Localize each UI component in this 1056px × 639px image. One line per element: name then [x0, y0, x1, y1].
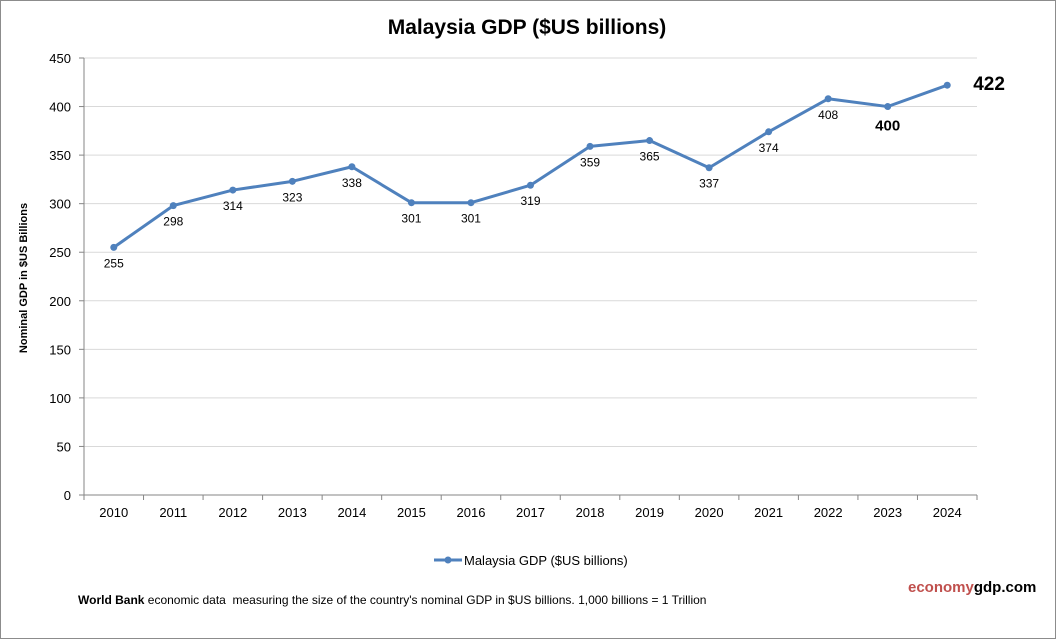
series-malaysia-gdp [110, 81, 951, 251]
data-point-2024 [943, 81, 951, 89]
data-point-2014 [348, 163, 356, 171]
data-point-2012 [229, 186, 237, 194]
x-tick-label-2022: 2022 [814, 505, 843, 520]
data-point-2017 [527, 181, 534, 189]
footer-text: economic data measuring the size of the … [144, 593, 707, 607]
x-tick-label-2023: 2023 [873, 505, 902, 520]
data-label-2017: 319 [520, 194, 540, 208]
y-tick-label-450: 450 [49, 51, 71, 66]
data-label-2021: 374 [759, 141, 779, 155]
x-tick-label-2018: 2018 [576, 505, 605, 520]
footer-source: World Bank [78, 593, 145, 607]
y-tick-label-200: 200 [49, 294, 71, 309]
data-label-2016: 301 [461, 212, 481, 226]
y-tick-label-0: 0 [64, 488, 71, 503]
data-point-2011 [169, 202, 177, 210]
data-label-2014: 338 [342, 176, 362, 190]
x-tick-label-2020: 2020 [695, 505, 724, 520]
x-tick-label-2024: 2024 [933, 505, 962, 520]
legend-entry-label: Malaysia GDP ($US billions) [464, 553, 628, 568]
x-tick-label-2017: 2017 [516, 505, 545, 520]
y-tick-label-400: 400 [49, 100, 71, 115]
data-label-2019: 365 [640, 150, 660, 164]
data-label-2015: 301 [401, 212, 421, 226]
y-axis-label: Nominal GDP in $US Billions [18, 203, 30, 353]
legend: Malaysia GDP ($US billions) [434, 553, 628, 568]
x-tick-labels: 2010 2011 2012 2013 2014 2015 2016 2017 2018 2019… [99, 505, 961, 520]
data-point-2021 [765, 128, 773, 136]
data-point-2016 [467, 199, 475, 207]
data-label-2010: 255 [104, 256, 124, 270]
data-label-2012: 314 [223, 199, 243, 213]
data-label-2018: 359 [580, 155, 600, 169]
y-tick-label-50: 50 [57, 439, 71, 454]
chart-title: Malaysia GDP ($US billions) [388, 16, 667, 39]
data-label-2022: 408 [818, 108, 838, 122]
footer-note: World Bank economic data measuring the s… [78, 593, 706, 607]
data-point-2020 [705, 164, 713, 172]
data-label-2023: 400 [875, 118, 900, 135]
data-point-2022 [824, 95, 832, 103]
data-point-2013 [288, 177, 296, 185]
x-tick-label-2021: 2021 [754, 505, 783, 520]
data-label-2020: 337 [699, 177, 719, 191]
data-point-2015 [407, 199, 415, 207]
y-tick-label-250: 250 [49, 245, 71, 260]
brand-part-2: gdp.com [973, 579, 1037, 596]
x-tick-label-2014: 2014 [337, 505, 366, 520]
gridlines [84, 57, 977, 447]
data-point-2018 [586, 142, 594, 150]
y-tick-label-350: 350 [49, 148, 71, 163]
brand-watermark: economygdp.com [908, 579, 1036, 596]
x-tick-label-2011: 2011 [159, 505, 187, 520]
axes [79, 57, 978, 500]
legend-marker-swatch [444, 556, 452, 564]
data-point-2019 [646, 137, 654, 145]
x-tick-label-2013: 2013 [278, 505, 307, 520]
x-tick-label-2015: 2015 [397, 505, 426, 520]
x-tick-label-2016: 2016 [457, 505, 486, 520]
x-tick-label-2019: 2019 [635, 505, 664, 520]
brand-part-1: economy [908, 579, 974, 596]
x-tick-label-2010: 2010 [99, 505, 128, 520]
x-tick-label-2012: 2012 [218, 505, 247, 520]
data-labels: 255 298 314 323 338 301 301 319 359 365 337 374 408 4… [104, 74, 1005, 270]
y-tick-labels: 0 50 100 150 200 250 300 350 400 450 [49, 51, 71, 503]
data-point-2010 [110, 243, 118, 251]
y-tick-label-150: 150 [49, 342, 71, 357]
data-label-2013: 323 [282, 190, 302, 204]
data-label-2024: 422 [973, 74, 1005, 95]
y-tick-label-300: 300 [49, 197, 71, 212]
data-point-2023 [884, 103, 892, 111]
y-tick-label-100: 100 [49, 391, 71, 406]
data-label-2011: 298 [163, 215, 183, 229]
